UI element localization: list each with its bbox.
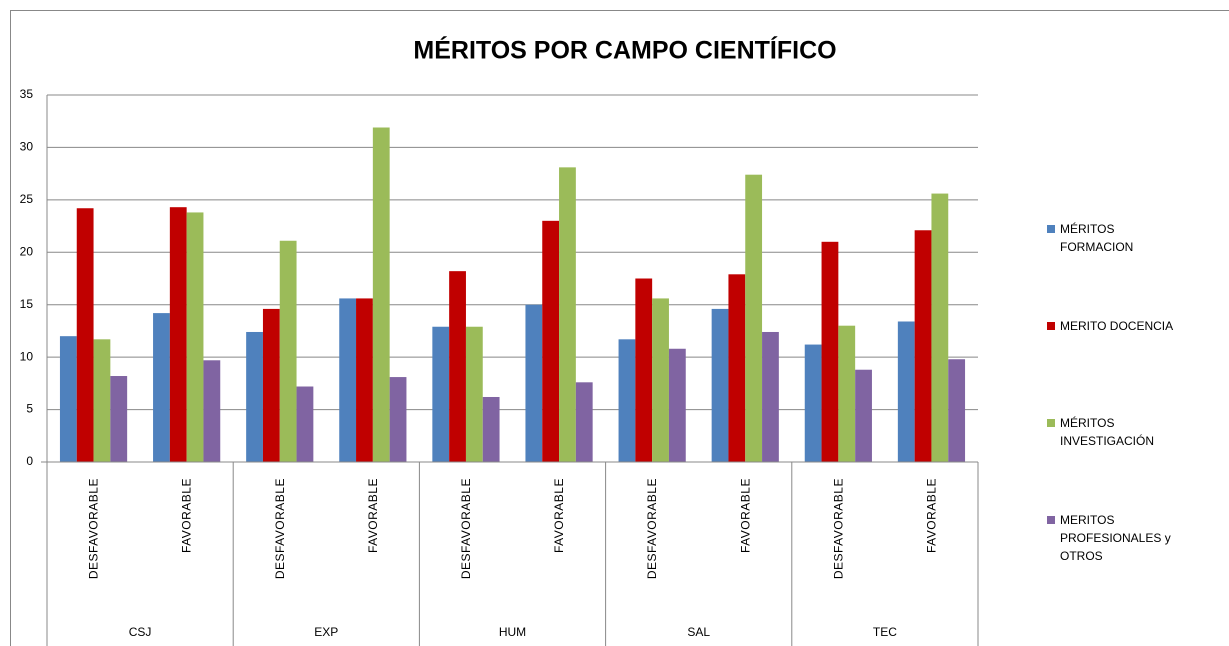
bar (356, 298, 373, 462)
legend-swatch (1047, 419, 1055, 427)
bar (262, 308, 280, 462)
bar (559, 167, 576, 462)
bar (652, 298, 669, 462)
bar (897, 321, 915, 462)
legend-swatch (1047, 225, 1055, 233)
group-label: EXP (314, 625, 338, 639)
bar (279, 240, 297, 462)
bar (914, 230, 932, 462)
legend-label: MERITOS PROFESIONALES y OTROS (1060, 513, 1171, 563)
y-tick-label: 15 (20, 297, 34, 311)
bar (762, 331, 779, 462)
x-tick-label: FAVORABLE (738, 478, 752, 553)
chart-title: MÉRITOS POR CAMPO CIENTÍFICO (413, 36, 836, 65)
bar (948, 359, 966, 462)
x-tick-label: FAVORABLE (366, 478, 380, 553)
y-tick-label: 5 (26, 402, 33, 416)
bar (931, 193, 949, 462)
x-tick-label: DESFAVORABLE (459, 478, 473, 579)
bar (339, 298, 357, 462)
y-tick-label: 35 (20, 87, 34, 101)
bar (711, 308, 729, 462)
group-label: CSJ (129, 625, 152, 639)
legend-swatch (1047, 322, 1055, 330)
bar (76, 208, 94, 462)
group-label: HUM (499, 625, 526, 639)
bar (855, 369, 872, 462)
bar (804, 344, 822, 462)
bar (93, 339, 111, 462)
bar (449, 271, 466, 462)
legend-item: MERITOS PROFESIONALES y OTROS (1047, 513, 1197, 565)
legend-item: MÉRITOS INVESTIGACIÓN (1047, 416, 1197, 450)
legend-item: MERITO DOCENCIA (1047, 319, 1197, 335)
group-label: TEC (873, 625, 897, 639)
bar (432, 326, 450, 462)
bar (169, 207, 187, 462)
bar (668, 348, 686, 462)
bar (618, 339, 636, 462)
x-tick-label: DESFAVORABLE (87, 478, 101, 579)
bar (203, 360, 221, 462)
bar (838, 325, 856, 462)
legend-swatch (1047, 516, 1055, 524)
bar (59, 336, 77, 462)
bar (372, 127, 390, 463)
group-label: SAL (687, 625, 710, 639)
bar (153, 313, 170, 462)
x-tick-label: DESFAVORABLE (273, 478, 287, 579)
x-tick-label: DESFAVORABLE (645, 478, 659, 579)
chart-border (10, 10, 1229, 646)
y-tick-label: 25 (20, 192, 34, 206)
bar (635, 278, 653, 462)
bar (525, 304, 543, 462)
y-tick-label: 10 (20, 349, 34, 363)
x-tick-label: DESFAVORABLE (831, 478, 845, 579)
bar (296, 386, 314, 462)
legend-label: MERITO DOCENCIA (1060, 319, 1174, 333)
x-tick-label: FAVORABLE (924, 478, 938, 553)
bar (186, 212, 204, 462)
bar (542, 220, 560, 462)
y-tick-label: 20 (20, 244, 34, 258)
x-tick-label: FAVORABLE (552, 478, 566, 553)
bar (246, 331, 263, 462)
legend-item: MÉRITOS FORMACION (1047, 222, 1197, 256)
bar (745, 174, 763, 463)
bar (482, 396, 500, 462)
y-tick-label: 30 (20, 140, 34, 154)
bar (728, 274, 746, 462)
bar (110, 376, 128, 462)
bar (575, 382, 593, 462)
x-tick-label: FAVORABLE (180, 478, 194, 553)
bar (465, 326, 483, 462)
legend-label: MÉRITOS INVESTIGACIÓN (1060, 416, 1155, 448)
bar (389, 377, 407, 462)
bar (821, 241, 839, 462)
y-tick-label: 0 (26, 454, 33, 468)
legend-label: MÉRITOS FORMACION (1060, 222, 1134, 254)
